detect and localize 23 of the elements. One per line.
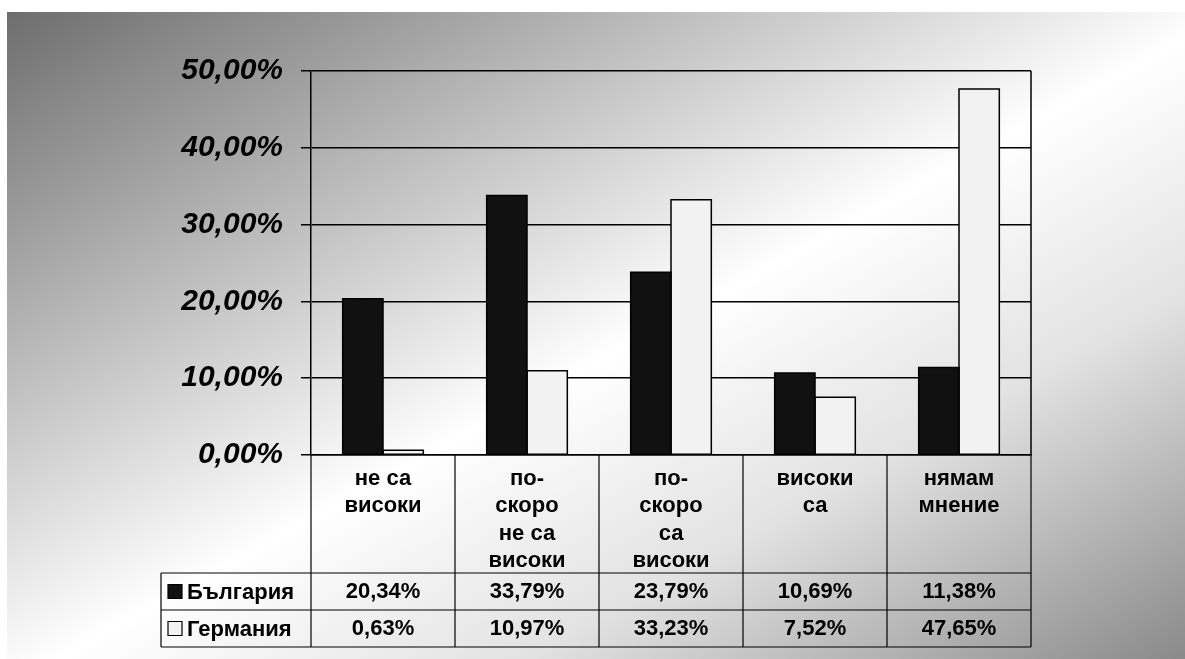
y-tick-label: 30,00% xyxy=(181,205,283,239)
data-label: 10,97% xyxy=(489,614,565,640)
legend-label: България xyxy=(187,578,295,604)
data-label: 0,63% xyxy=(351,614,415,640)
legend-label: Германия xyxy=(187,615,292,641)
y-tick-label: 20,00% xyxy=(180,282,283,316)
data-label: 10,69% xyxy=(777,577,853,603)
data-label: 33,79% xyxy=(489,577,565,603)
y-tick-label: 10,00% xyxy=(181,359,283,393)
y-tick-label: 0,00% xyxy=(197,436,283,470)
x-tick-label: нямам мнение xyxy=(918,464,1000,518)
x-tick-label: по-скоро не са високи xyxy=(488,464,566,573)
data-label: 47,65% xyxy=(921,614,997,640)
x-tick-label: по-скоро са високи xyxy=(632,464,710,573)
data-label: 33,23% xyxy=(633,614,709,640)
data-label: 23,79% xyxy=(633,577,709,603)
y-tick-label: 40,00% xyxy=(180,129,283,163)
x-tick-label: не са високи xyxy=(344,464,422,518)
data-label: 7,52% xyxy=(783,614,847,640)
y-tick-label: 50,00% xyxy=(181,52,283,86)
data-label: 11,38% xyxy=(922,577,996,603)
data-label: 20,34% xyxy=(345,577,421,603)
x-tick-label: високи са xyxy=(776,464,854,518)
